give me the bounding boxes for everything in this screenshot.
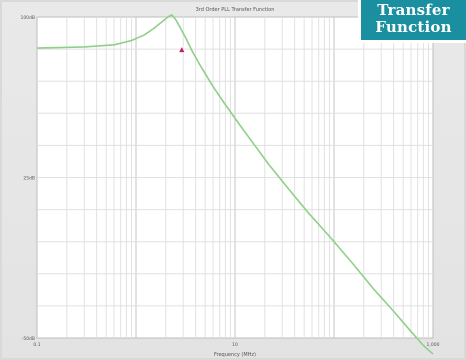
x-tick-label: 0.1 xyxy=(33,342,40,348)
badge-line-1: Transfer xyxy=(377,1,450,19)
x-axis-label: Frequency (MHz) xyxy=(214,352,256,358)
y-tick-label: 25dB xyxy=(23,175,35,181)
badge-line-2: Function xyxy=(375,18,452,36)
chart-title: 3rd Order PLL Transfer Function xyxy=(196,7,275,13)
y-tick-label: -50dB xyxy=(22,336,35,342)
series-line xyxy=(36,14,434,355)
grid xyxy=(37,17,433,338)
series-layer xyxy=(36,14,434,355)
x-tick-label: 10 xyxy=(232,342,238,348)
y-tick-label: 100dB xyxy=(20,15,35,21)
transfer-function-badge: Transfer Function xyxy=(358,0,466,43)
x-tick-label: 1,000 xyxy=(427,342,440,348)
data-marker xyxy=(179,47,185,53)
